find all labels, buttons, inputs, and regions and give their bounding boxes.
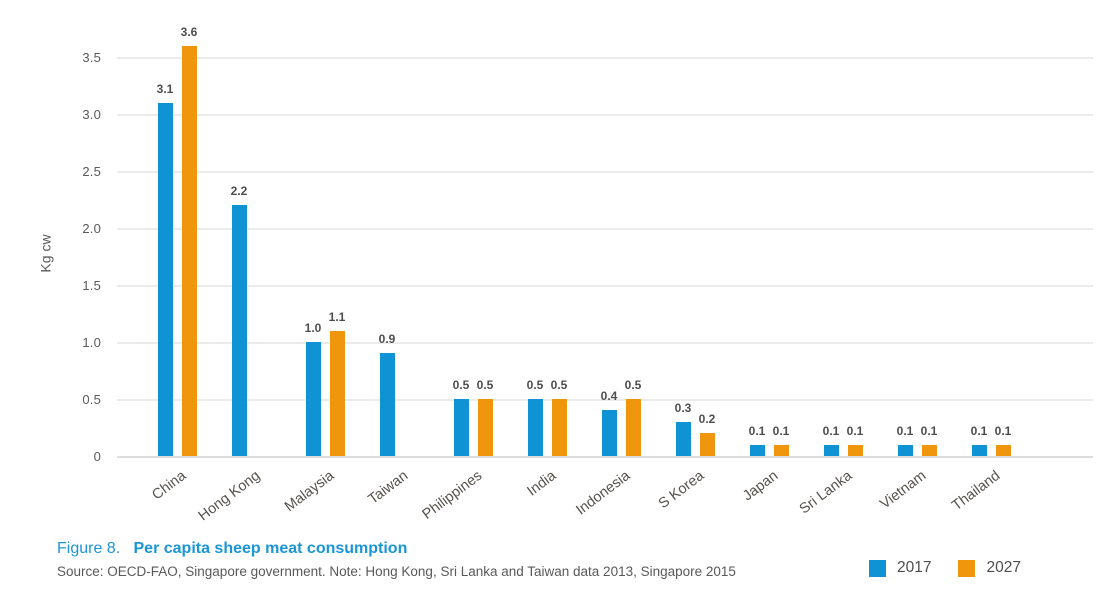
gridline-3 [117, 114, 1093, 116]
y-tick-label-1.5: 1.5 [82, 278, 101, 293]
chart-legend: 2017 2027 [869, 559, 1021, 577]
bar-2027-s-korea [699, 433, 715, 456]
bar-2017-malaysia [305, 342, 321, 456]
category-label-japan: Japan [740, 467, 782, 505]
bar-value-label-2017-s-korea: 0.3 [674, 401, 692, 415]
bar-value-label-2017-vietnam: 0.1 [896, 424, 914, 438]
bar-2017-indonesia [601, 410, 617, 456]
figure-caption-title: Per capita sheep meat consumption [133, 540, 408, 557]
y-axis-title: Kg cw [37, 234, 54, 273]
x-axis-baseline [117, 456, 1093, 458]
bar-2017-hong-kong [231, 205, 247, 456]
bar-value-label-2017-sri-lanka: 0.1 [822, 424, 840, 438]
y-tick-label-2.0: 2.0 [82, 221, 101, 236]
bar-value-label-2017-indonesia: 0.4 [600, 389, 618, 403]
bar-value-label-2017-philippines: 0.5 [452, 378, 470, 392]
bar-2027-thailand [995, 445, 1011, 456]
bar-2027-japan [773, 445, 789, 456]
bar-2027-india [551, 399, 567, 456]
bar-value-label-2017-india: 0.5 [526, 378, 544, 392]
bar-value-label-2017-china: 3.1 [156, 82, 174, 96]
bar-2027-vietnam [921, 445, 937, 456]
gridline-1 [117, 342, 1093, 344]
bar-value-label-2017-hong-kong: 2.2 [230, 184, 248, 198]
category-label-india: India [524, 467, 560, 500]
bar-value-label-2027-malaysia: 1.1 [328, 310, 346, 324]
source-note: Source: OECD-FAO, Singapore government. … [57, 564, 736, 579]
bar-2027-sri-lanka [847, 445, 863, 456]
y-tick-label-3.5: 3.5 [82, 50, 101, 65]
legend-item-2017: 2017 [869, 559, 931, 577]
bar-2017-india [527, 399, 543, 456]
gridline-2 [117, 228, 1093, 230]
bar-2027-indonesia [625, 399, 641, 456]
bar-2017-thailand [971, 445, 987, 456]
bar-value-label-2027-thailand: 0.1 [994, 424, 1012, 438]
bar-value-label-2027-philippines: 0.5 [476, 378, 494, 392]
bar-2027-china [181, 46, 197, 456]
bar-value-label-2017-malaysia: 1.0 [304, 321, 322, 335]
y-tick-label-2.5: 2.5 [82, 164, 101, 179]
bar-value-label-2017-japan: 0.1 [748, 424, 766, 438]
figure-caption: Figure 8. Per capita sheep meat consumpt… [57, 540, 407, 558]
bar-2017-taiwan [379, 353, 395, 456]
bar-value-label-2027-s-korea: 0.2 [698, 412, 716, 426]
bar-2017-sri-lanka [823, 445, 839, 456]
bar-value-label-2027-japan: 0.1 [772, 424, 790, 438]
legend-label-2027: 2027 [986, 559, 1021, 576]
legend-item-2027: 2027 [958, 559, 1021, 577]
category-label-vietnam: Vietnam [877, 467, 930, 513]
y-tick-label-0: 0 [93, 449, 101, 464]
bar-value-label-2027-indonesia: 0.5 [624, 378, 642, 392]
bar-value-label-2027-india: 0.5 [550, 378, 568, 392]
gridline-1.5 [117, 285, 1093, 287]
y-tick-label-3.0: 3.0 [82, 107, 101, 122]
bar-value-label-2017-thailand: 0.1 [970, 424, 988, 438]
gridline-2.5 [117, 171, 1093, 173]
bar-value-label-2027-vietnam: 0.1 [920, 424, 938, 438]
bar-2027-philippines [477, 399, 493, 456]
bar-2017-vietnam [897, 445, 913, 456]
y-tick-label-1.0: 1.0 [82, 335, 101, 350]
gridline-0.5 [117, 399, 1093, 401]
bar-2017-philippines [453, 399, 469, 456]
bar-value-label-2017-taiwan: 0.9 [378, 332, 396, 346]
category-label-thailand: Thailand [949, 467, 1004, 515]
bar-2017-japan [749, 445, 765, 456]
legend-label-2017: 2017 [897, 559, 932, 576]
figure-caption-prefix: Figure 8. [57, 540, 121, 557]
bar-2027-malaysia [329, 331, 345, 456]
bar-value-label-2027-sri-lanka: 0.1 [846, 424, 864, 438]
gridline-3.5 [117, 57, 1093, 59]
bar-2017-china [157, 103, 173, 456]
legend-swatch-2027 [958, 559, 976, 577]
category-label-sri-lanka: Sri Lanka [796, 467, 856, 518]
y-tick-label-0.5: 0.5 [82, 392, 101, 407]
category-label-indonesia: Indonesia [573, 467, 634, 519]
category-label-s-korea: S Korea [655, 467, 708, 513]
bar-value-label-2027-china: 3.6 [180, 25, 198, 39]
bar-2017-s-korea [675, 422, 691, 456]
legend-swatch-2017 [869, 559, 886, 577]
